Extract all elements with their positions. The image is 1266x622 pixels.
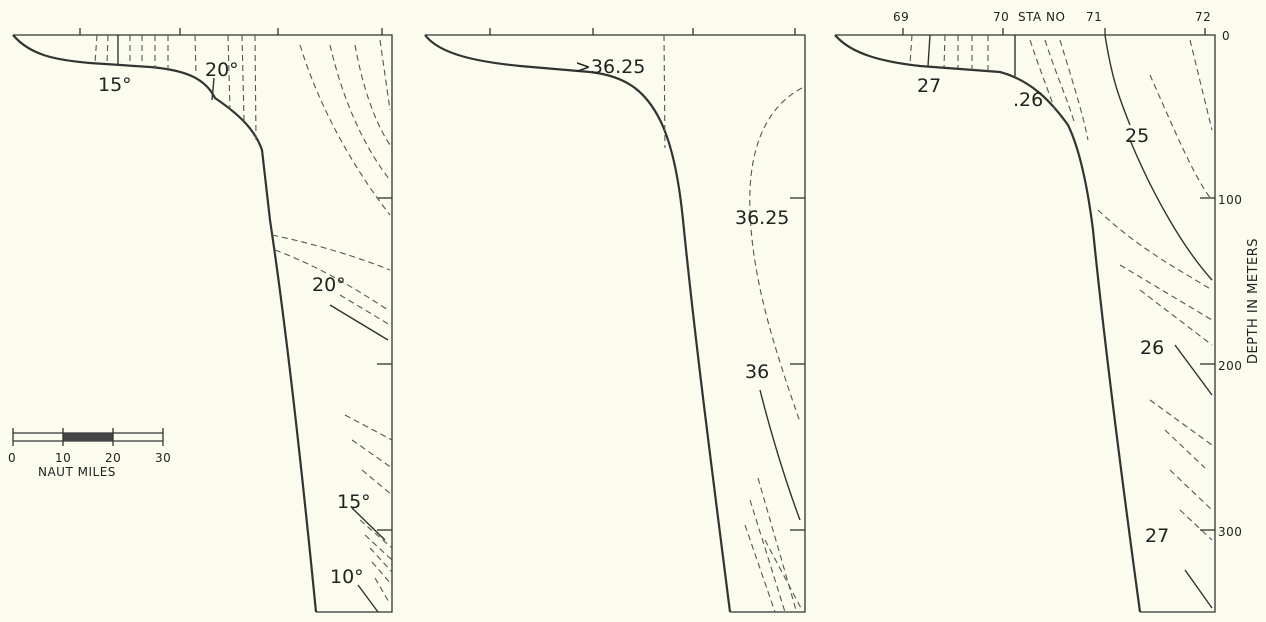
scale-tick-20: 20: [105, 451, 121, 465]
isotherm-dashed: [254, 34, 257, 141]
isotherm-dashed: [374, 577, 391, 605]
isotherm-solid: [329, 304, 389, 341]
isotherm-solid: [211, 77, 215, 101]
sigma-dashed: [1029, 39, 1056, 111]
sigma-solid: [1129, 139, 1213, 281]
station-label-71: 71: [1086, 10, 1102, 24]
scale-bar-label: NAUT MILES: [38, 465, 116, 479]
panel-temperature: 15° 20° 20° 15° 10°: [12, 28, 393, 613]
isotherm-dashed: [369, 547, 393, 573]
sigma-dashed: [1179, 509, 1213, 541]
sigma-dashed: [1169, 469, 1213, 511]
station-label-70: 70: [993, 10, 1009, 24]
sigma-label-26-shelf: .26: [1013, 89, 1043, 111]
scale-bar: 0 10 20 30 NAUT MILES: [8, 428, 171, 479]
panel-salinity-frame: [425, 34, 806, 613]
isohaline-solid: [759, 389, 801, 521]
panel-sigma-bottom-profile: [834, 34, 1142, 613]
sigma-label-27-deep: 27: [1145, 525, 1169, 547]
isohaline-dashed: [663, 34, 666, 149]
salinity-label-36: 36: [745, 361, 769, 383]
sigma-solid: [1104, 34, 1131, 126]
isotherm-dashed: [241, 34, 245, 121]
isohaline-dashed: [757, 477, 797, 611]
sigma-dashed: [1139, 289, 1213, 346]
sigma-dashed: [1149, 399, 1213, 446]
isohaline-dashed: [764, 539, 803, 611]
isotherm-dashed: [364, 534, 393, 561]
sigma-dashed: [1059, 39, 1089, 141]
temp-label-20-shelf: 20°: [205, 59, 239, 81]
depth-tick-0: 0: [1222, 29, 1230, 43]
isotherm-dashed: [359, 519, 393, 549]
panel-sigma-t: 69 70 STA NO 71 72 27 .26 25 26 27 0 100…: [834, 10, 1261, 613]
sigma-dashed: [1119, 264, 1213, 321]
station-label-72: 72: [1195, 10, 1211, 24]
isotherm-dashed: [344, 414, 393, 441]
sigma-solid: [927, 34, 931, 67]
sigma-label-26-deep: 26: [1140, 337, 1164, 359]
depth-tick-200: 200: [1218, 359, 1242, 373]
isotherm-dashed: [227, 34, 231, 111]
depth-tick-100: 100: [1218, 193, 1242, 207]
scale-tick-0: 0: [8, 451, 16, 465]
salinity-label-gt-36-25: >36.25: [575, 56, 645, 78]
isotherm-dashed: [361, 469, 393, 496]
temp-label-20-deep: 20°: [312, 274, 346, 296]
isotherm-dashed: [274, 249, 389, 311]
isotherm-dashed: [106, 34, 109, 65]
sigma-dashed: [1097, 209, 1213, 291]
sigma-dashed: [909, 34, 913, 65]
isotherm-dashed: [271, 234, 391, 271]
panel-temperature-frame: [13, 34, 393, 613]
isotherm-dashed: [94, 34, 98, 64]
isotherm-dashed: [371, 561, 393, 586]
sigma-solid: [1174, 344, 1213, 396]
isotherm-dashed: [339, 294, 391, 326]
panel-temperature-bottom-profile: [12, 34, 318, 613]
panel-salinity-bottom-profile: [424, 34, 732, 613]
panel-salinity: >36.25 36.25 36: [424, 28, 806, 613]
salinity-label-36-25: 36.25: [735, 207, 789, 229]
sigma-solid: [1184, 569, 1213, 609]
isotherm-solid: [357, 584, 379, 613]
sigma-label-25: 25: [1125, 125, 1149, 147]
scale-tick-10: 10: [55, 451, 71, 465]
depth-tick-300: 300: [1218, 525, 1242, 539]
isotherm-dashed: [299, 44, 391, 216]
temp-label-10-deep: 10°: [330, 566, 364, 588]
scale-bar-filled-segment: [63, 433, 113, 441]
sigma-dashed: [1189, 39, 1213, 131]
isotherm-solid: [351, 507, 386, 541]
isotherm-dashed: [351, 439, 393, 469]
sigma-dashed: [1164, 429, 1206, 469]
station-label-69: 69: [893, 10, 909, 24]
sigma-label-27-shelf: 27: [917, 75, 941, 97]
isohaline-dashed: [744, 524, 776, 613]
isohaline-dashed: [749, 87, 803, 423]
panel-sigma-frame: [835, 34, 1216, 613]
temp-label-15-deep: 15°: [337, 491, 371, 513]
depth-axis-label: DEPTH IN METERS: [1246, 238, 1261, 364]
scale-tick-30: 30: [155, 451, 171, 465]
isotherm-dashed: [194, 34, 197, 76]
sigma-dashed: [1044, 39, 1076, 126]
station-axis-label: STA NO: [1018, 10, 1065, 24]
isotherm-dashed: [379, 39, 391, 111]
sigma-dashed: [943, 34, 946, 68]
isotherm-dashed: [329, 44, 391, 181]
temp-label-15-shelf: 15°: [98, 74, 132, 96]
isotherm-dashed: [354, 44, 391, 146]
